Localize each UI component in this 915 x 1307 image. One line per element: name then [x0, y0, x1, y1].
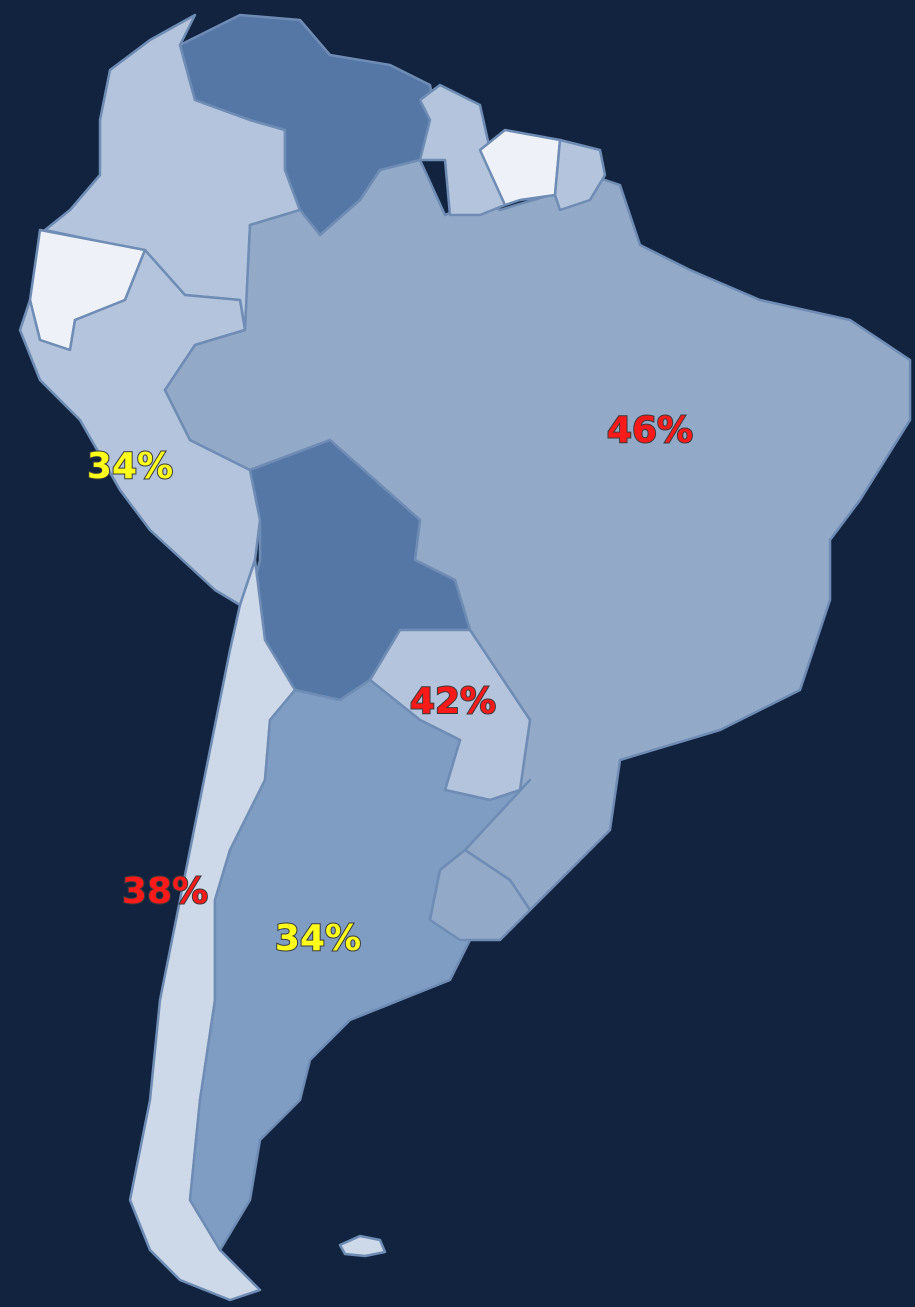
- map-label: 34%: [275, 918, 361, 959]
- country: [418, 83, 507, 217]
- map-label: 46%: [607, 410, 693, 451]
- country: [553, 138, 607, 212]
- country: [188, 678, 532, 1252]
- island: [338, 1234, 387, 1258]
- map-label: 38%: [122, 871, 208, 912]
- map-label: 42%: [410, 681, 496, 722]
- map-label: 34%: [87, 446, 173, 487]
- country: [428, 848, 532, 942]
